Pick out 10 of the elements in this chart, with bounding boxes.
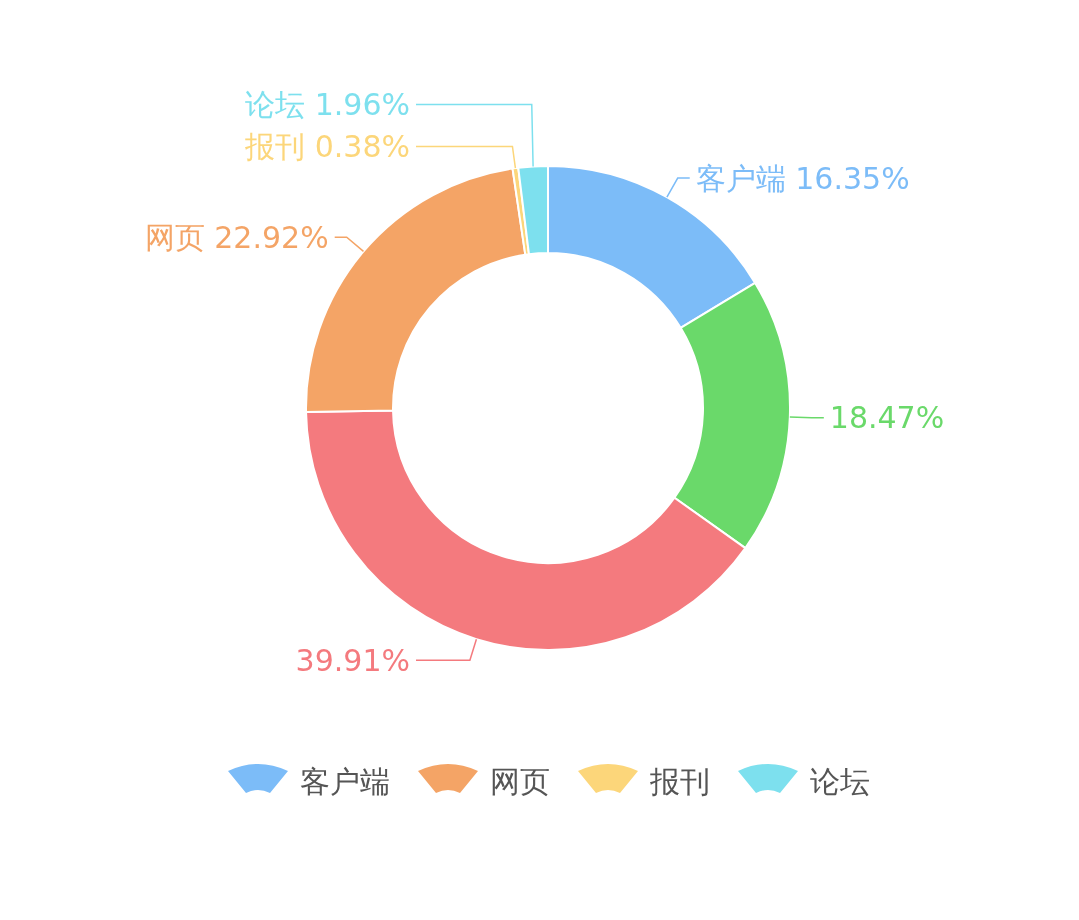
category-label: 报刊 0.38%: [245, 128, 410, 164]
legend-label: 网页: [490, 763, 550, 799]
category-label: 网页 22.92%: [144, 219, 329, 255]
category-label: 客户端 16.35%: [695, 160, 910, 196]
data-label: 39.91%: [295, 642, 410, 678]
data-label: 18.47%: [829, 400, 945, 436]
legend-label: 报刊: [649, 763, 710, 799]
legend-label: 论坛: [810, 763, 870, 799]
category-label: 论坛 1.96%: [245, 86, 410, 122]
legend-label: 客户端: [300, 763, 390, 799]
